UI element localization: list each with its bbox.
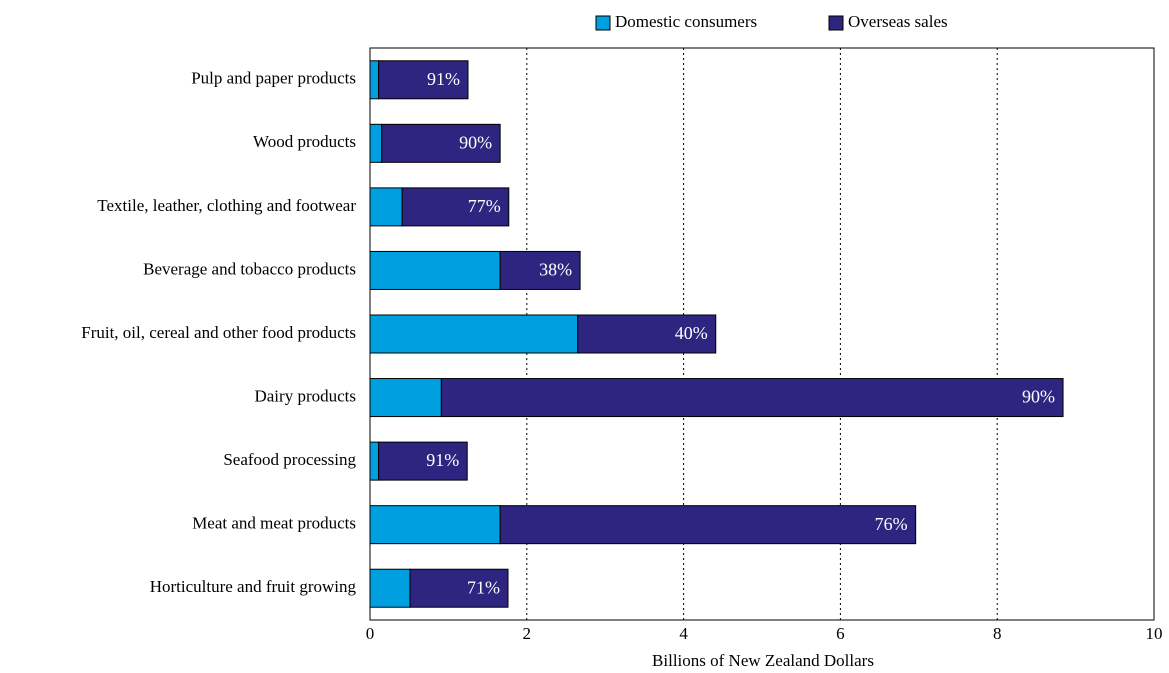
bar-segment: [369, 60, 380, 100]
bar-label: 77%: [468, 196, 501, 216]
x-axis-title: Billions of New Zealand Dollars: [652, 651, 874, 670]
bar-segment: [401, 187, 510, 227]
y-tick-label: Pulp and paper products: [191, 69, 356, 88]
bar-segment: [369, 187, 403, 227]
bar-segment: [378, 441, 468, 481]
bar-segment: [369, 568, 411, 608]
y-tick-label: Fruit, oil, cereal and other food produc…: [81, 323, 356, 342]
x-tick-label: 4: [679, 624, 688, 643]
bar-segment: [381, 123, 501, 163]
bar-segment: [369, 505, 501, 545]
legend-label: Domestic consumers: [615, 12, 757, 31]
bar-label: 90%: [459, 132, 492, 152]
y-tick-label: Wood products: [253, 132, 356, 151]
x-tick-label: 2: [523, 624, 532, 643]
bar-segment: [369, 441, 380, 481]
x-tick-label: 10: [1146, 624, 1163, 643]
bar-segment: [369, 314, 579, 354]
bar-label: 40%: [675, 323, 708, 343]
plot-frame: [369, 47, 1155, 621]
x-tick-label: 0: [366, 624, 375, 643]
legend-label: Overseas sales: [848, 12, 948, 31]
bar-label: 91%: [427, 69, 460, 89]
y-tick-label: Beverage and tobacco products: [143, 259, 356, 278]
bar-segment: [369, 123, 383, 163]
y-tick-label: Horticulture and fruit growing: [150, 577, 357, 596]
bar-segment: [499, 250, 581, 290]
bar-label: 71%: [467, 577, 500, 597]
bar-segment: [369, 250, 501, 290]
bar-label: 90%: [1022, 387, 1055, 407]
bar-label: 91%: [426, 450, 459, 470]
bar-label: 76%: [875, 514, 908, 534]
y-tick-label: Meat and meat products: [192, 514, 356, 533]
y-tick-label: Textile, leather, clothing and footwear: [97, 196, 356, 215]
bar-segment: [499, 505, 917, 545]
y-tick-label: Dairy products: [254, 386, 356, 405]
legend-swatch: [828, 15, 844, 31]
bar-segment: [577, 314, 717, 354]
bar-segment: [440, 378, 1064, 418]
bar-segment: [378, 60, 469, 100]
bar-segment: [369, 378, 442, 418]
x-tick-label: 8: [993, 624, 1002, 643]
y-tick-label: Seafood processing: [223, 450, 356, 469]
legend-swatch: [595, 15, 611, 31]
bar-segment: [409, 568, 509, 608]
x-tick-label: 6: [836, 624, 845, 643]
bar-label: 38%: [539, 260, 572, 280]
